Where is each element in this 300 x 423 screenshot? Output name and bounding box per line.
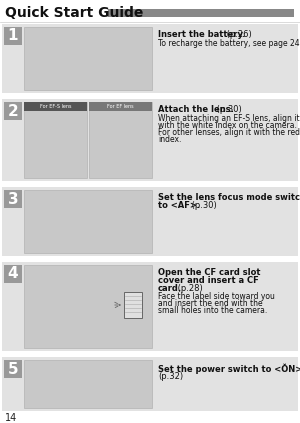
Text: To recharge the battery, see page 24.: To recharge the battery, see page 24. (158, 39, 300, 48)
Bar (4, 360, 22, 378)
Text: card.: card. (158, 284, 182, 293)
Text: 14: 14 (5, 413, 17, 423)
Bar (24, 360, 152, 408)
Text: For EF lens: For EF lens (107, 104, 134, 109)
Text: Quick Start Guide: Quick Start Guide (5, 6, 143, 20)
Text: Attach the lens.: Attach the lens. (158, 105, 234, 114)
Text: Face the label side toward you: Face the label side toward you (158, 292, 275, 301)
Text: cover and insert a CF: cover and insert a CF (158, 276, 259, 285)
Bar (2, 99, 298, 181)
Text: (p.32): (p.32) (158, 372, 183, 381)
Text: (p.28): (p.28) (175, 284, 203, 293)
Text: (p.30): (p.30) (189, 201, 217, 210)
Bar (2, 357, 298, 411)
Text: index.: index. (158, 135, 181, 144)
Bar (4, 265, 22, 283)
Bar (89, 102, 152, 111)
Text: 2: 2 (8, 104, 18, 118)
Text: When attaching an EF-S lens, align it: When attaching an EF-S lens, align it (158, 114, 300, 123)
Bar (89, 102, 152, 178)
Bar (24, 102, 87, 178)
Text: Insert the battery.: Insert the battery. (158, 30, 245, 39)
Text: and insert the end with the: and insert the end with the (158, 299, 262, 308)
Bar (2, 262, 298, 351)
Text: For EF-S lens: For EF-S lens (40, 104, 71, 109)
Text: small holes into the camera.: small holes into the camera. (158, 306, 267, 315)
Text: 4: 4 (8, 266, 18, 281)
Text: Set the power switch to <ŎN>.: Set the power switch to <ŎN>. (158, 363, 300, 374)
Bar (24, 102, 87, 111)
Bar (2, 24, 298, 93)
Bar (24, 265, 152, 348)
Bar (4, 27, 22, 45)
Text: 1: 1 (8, 28, 18, 44)
Bar (4, 190, 22, 208)
Bar (2, 187, 298, 256)
Text: Set the lens focus mode switch: Set the lens focus mode switch (158, 193, 300, 202)
Text: For other lenses, align it with the red: For other lenses, align it with the red (158, 128, 300, 137)
Bar (124, 292, 142, 318)
Text: Open the CF card slot: Open the CF card slot (158, 268, 260, 277)
Text: 3: 3 (8, 192, 18, 206)
Text: to <AF>.: to <AF>. (158, 201, 200, 210)
Bar (24, 27, 152, 90)
Bar (108, 9, 294, 17)
Text: (p.26): (p.26) (224, 30, 252, 39)
Bar (4, 102, 22, 120)
Text: 5: 5 (8, 362, 18, 376)
Text: with the white index on the camera.: with the white index on the camera. (158, 121, 297, 130)
Bar (24, 190, 152, 253)
Text: (p.30): (p.30) (214, 105, 242, 114)
